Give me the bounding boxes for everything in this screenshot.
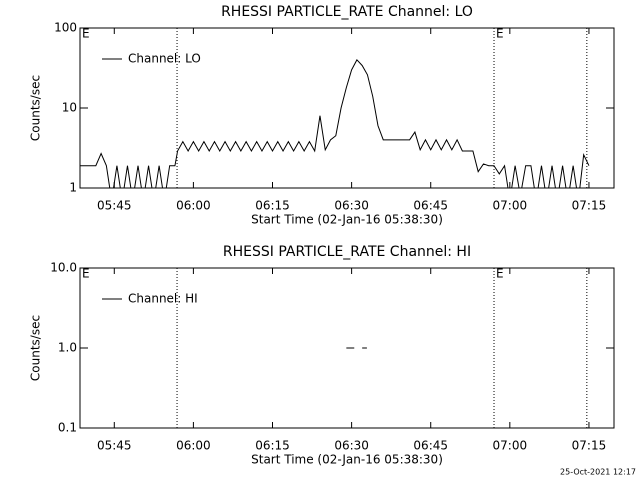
x-tick-label: 06:30 <box>334 199 369 213</box>
x-tick-label: 07:15 <box>572 199 607 213</box>
y-tick-label: 10 <box>62 101 77 115</box>
x-tick-label: 06:15 <box>255 439 290 453</box>
x-tick-label: 06:45 <box>413 439 448 453</box>
chart-title: RHESSI PARTICLE_RATE Channel: LO <box>221 4 473 20</box>
x-tick-label: 07:00 <box>493 439 528 453</box>
annotation: E <box>496 267 504 281</box>
chart-title: RHESSI PARTICLE_RATE Channel: HI <box>223 244 471 260</box>
x-axis-label: Start Time (02-Jan-16 05:38:30) <box>251 453 443 467</box>
y-tick-label: 100 <box>54 21 77 35</box>
x-tick-label: 06:00 <box>176 199 211 213</box>
data-line <box>80 58 590 188</box>
annotation: E <box>496 27 504 41</box>
y-tick-label: 1.0 <box>58 341 77 355</box>
x-tick-label: 06:15 <box>255 199 290 213</box>
annotation: E <box>82 27 90 41</box>
legend-label: Channel: LO <box>128 52 201 66</box>
annotation: E <box>82 267 90 281</box>
y-tick-label: 1 <box>69 181 77 195</box>
legend-label: Channel: HI <box>128 292 198 306</box>
footer: 25-Oct-2021 12:17 <box>560 468 636 477</box>
y-axis-label: Counts/sec <box>29 315 43 381</box>
x-tick-label: 07:00 <box>493 199 528 213</box>
x-tick-label: 07:15 <box>572 439 607 453</box>
x-axis-label: Start Time (02-Jan-16 05:38:30) <box>251 213 443 227</box>
x-tick-label: 06:45 <box>413 199 448 213</box>
x-tick-label: 06:30 <box>334 439 369 453</box>
y-axis-label: Counts/sec <box>29 75 43 141</box>
x-tick-label: 05:45 <box>97 439 132 453</box>
x-tick-label: 05:45 <box>97 199 132 213</box>
x-tick-label: 06:00 <box>176 439 211 453</box>
y-tick-label: 0.1 <box>58 421 77 435</box>
y-tick-label: 10.0 <box>50 261 77 275</box>
